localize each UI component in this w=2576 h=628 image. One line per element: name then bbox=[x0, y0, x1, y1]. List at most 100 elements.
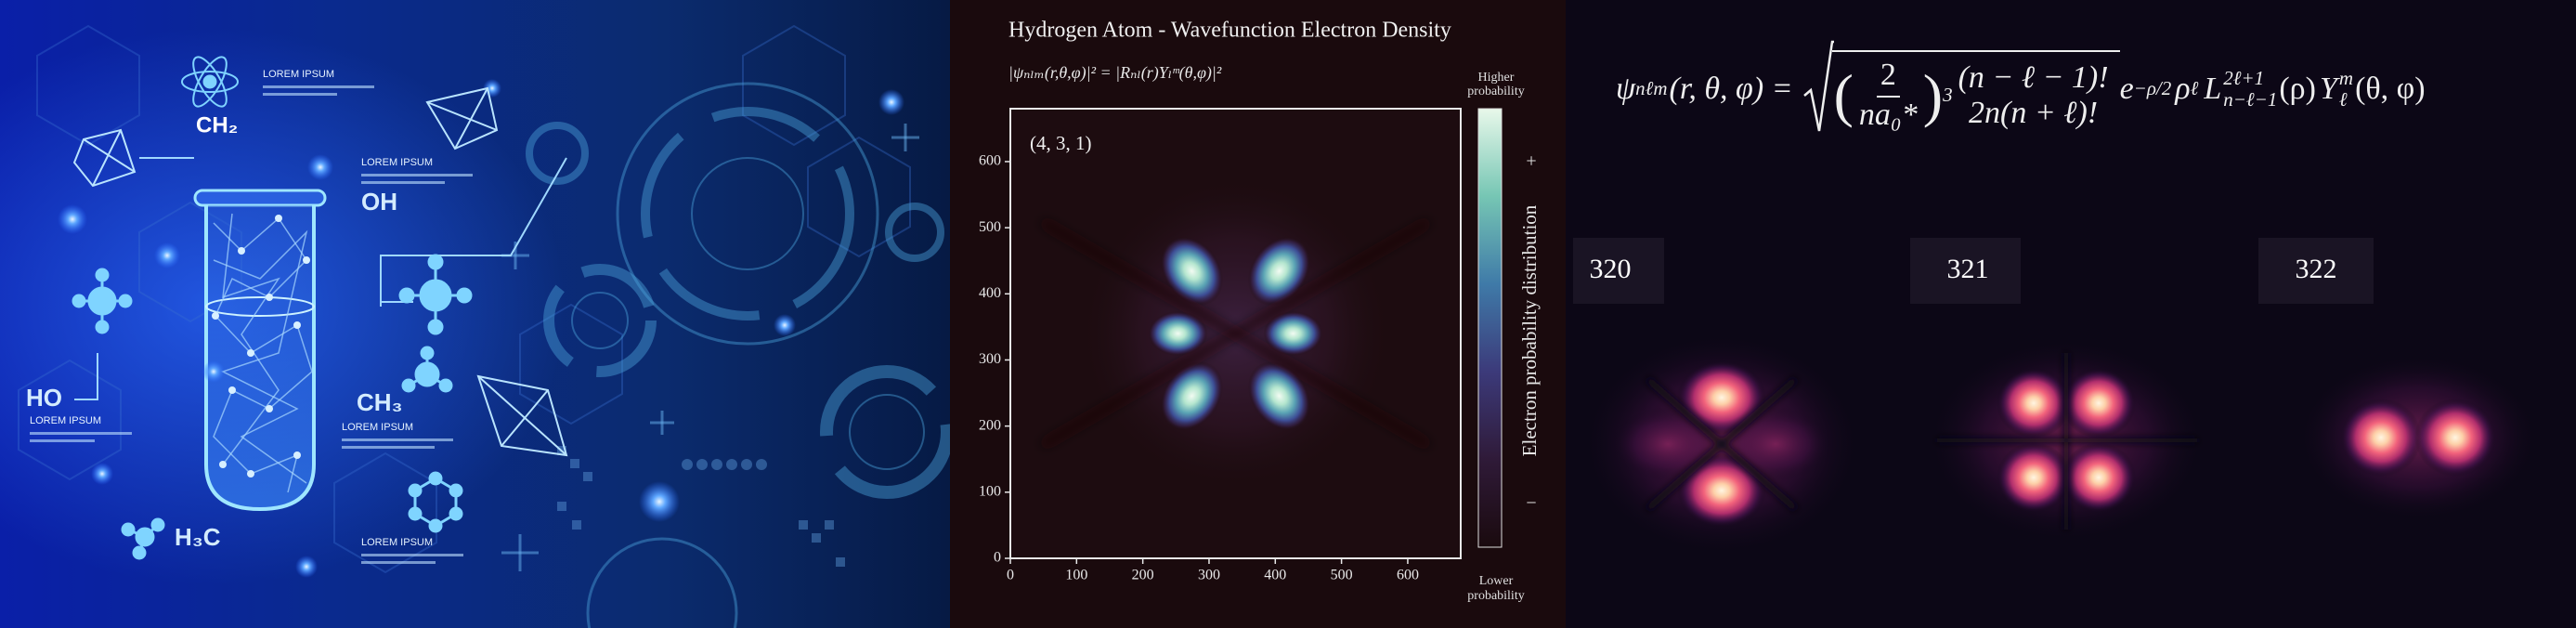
decor-circle bbox=[696, 459, 708, 470]
formula-part: nℓm bbox=[1635, 77, 1668, 99]
decor-circle bbox=[266, 405, 273, 412]
formula-part: ψ bbox=[1616, 71, 1636, 106]
decor-circle bbox=[449, 483, 463, 498]
decor-rect bbox=[361, 181, 445, 184]
label-box bbox=[2258, 238, 2374, 304]
density-lobe bbox=[1263, 311, 1323, 356]
decor-circle bbox=[456, 287, 473, 304]
x-tick-label: 400 bbox=[1264, 568, 1286, 583]
formula-part: −ρ/2 bbox=[2133, 77, 2172, 99]
y-tick-label: 200 bbox=[979, 417, 1001, 433]
orbital-label: 320 bbox=[1590, 254, 1632, 284]
decor-rect bbox=[583, 472, 592, 481]
decor-circle bbox=[408, 506, 423, 521]
formula-part: ρ bbox=[2175, 71, 2191, 106]
y-tick-label: 300 bbox=[979, 351, 1001, 367]
decor-circle bbox=[307, 154, 333, 180]
decor-line bbox=[477, 375, 567, 456]
caption: LOREM IPSUM bbox=[342, 422, 413, 433]
colorbar-top-label: probability bbox=[1467, 85, 1524, 98]
decor-rect bbox=[812, 533, 821, 543]
decor-line bbox=[83, 138, 136, 173]
y-tick-label: 500 bbox=[979, 219, 1001, 235]
paren: ) bbox=[1922, 61, 1944, 128]
label-box bbox=[1910, 238, 2021, 304]
decor-circle bbox=[849, 394, 925, 470]
decor-rect bbox=[570, 459, 579, 468]
decor-ellipse bbox=[192, 56, 228, 108]
decor-line bbox=[501, 389, 549, 447]
decor-line bbox=[426, 101, 498, 131]
density-chart: Hydrogen Atom - Wavefunction Electron De… bbox=[950, 0, 1566, 628]
decor-circle bbox=[154, 242, 180, 268]
decor-circle bbox=[820, 365, 950, 499]
formula-part: L bbox=[2204, 71, 2222, 106]
science-illustration: CH₂ OH HO CH₃ H₃C LOREM IPSUM LOREM IPSU… bbox=[0, 0, 950, 628]
decor-path bbox=[204, 205, 316, 512]
colorbar-minus: − bbox=[1526, 493, 1536, 514]
caption: LOREM IPSUM bbox=[30, 415, 101, 426]
decor-rect bbox=[342, 438, 453, 441]
decor-circle bbox=[726, 459, 737, 470]
decor-circle bbox=[428, 471, 443, 486]
formula-part: 2 bbox=[1876, 58, 1900, 98]
formula-part: 2ℓ+1 bbox=[2223, 67, 2265, 90]
y-tick-label: 400 bbox=[979, 285, 1001, 301]
decor-rect bbox=[825, 520, 834, 530]
density-lobe bbox=[1247, 236, 1311, 306]
decor-circle bbox=[87, 286, 117, 316]
decor-circle bbox=[150, 517, 165, 532]
decor-circle bbox=[202, 360, 225, 383]
decor-circle bbox=[58, 204, 87, 234]
colorbar-top-label: Higher bbox=[1478, 71, 1515, 85]
decor-ellipse bbox=[181, 71, 239, 93]
formula-part: (r, θ, φ) = bbox=[1669, 71, 1793, 106]
decor-circle bbox=[91, 463, 113, 485]
decor-polygon bbox=[18, 359, 122, 481]
decor-polyline bbox=[222, 213, 280, 465]
x-tick-label: 100 bbox=[1065, 568, 1087, 583]
formula-part: na₀* bbox=[1858, 98, 1918, 132]
orbital-label: 322 bbox=[2296, 254, 2337, 284]
decor-polyline bbox=[213, 229, 308, 484]
orbital-322 bbox=[2297, 354, 2539, 521]
decor-ellipse bbox=[1677, 360, 1766, 435]
decor-circle bbox=[293, 321, 301, 329]
decor-circle bbox=[219, 461, 227, 468]
decor-circle bbox=[414, 361, 440, 387]
decor-circle bbox=[132, 545, 147, 560]
formula-part: e bbox=[2119, 71, 2134, 106]
decor-g bbox=[1645, 376, 1799, 512]
decor-circle bbox=[295, 556, 318, 578]
wavefunction-formula: ψ nℓm (r, θ, φ) = ( 2 na₀* ) 3 (n − ℓ − 1)! 2… bbox=[1616, 35, 2426, 142]
formula-part: 2n(n + ℓ)! bbox=[1969, 95, 2099, 130]
decor-circle bbox=[878, 89, 904, 115]
decor-circle bbox=[682, 459, 693, 470]
decor-polygon bbox=[807, 136, 911, 258]
decor-rect bbox=[193, 189, 327, 207]
density-lobe bbox=[1148, 311, 1208, 356]
colorbar-label: Electron probability distribution bbox=[1518, 204, 1541, 456]
decor-rect bbox=[263, 85, 374, 88]
decor-line bbox=[454, 87, 488, 150]
x-tick-label: 600 bbox=[1397, 568, 1419, 583]
molecule-label: OH bbox=[361, 188, 397, 216]
decor-circle bbox=[756, 459, 767, 470]
decor-circle bbox=[212, 312, 219, 320]
label-box bbox=[1573, 238, 1664, 304]
decor-circle bbox=[526, 122, 589, 185]
decor-ellipse bbox=[2062, 368, 2136, 438]
test-tube bbox=[193, 189, 327, 512]
molecule-label: CH₃ bbox=[357, 388, 403, 416]
decor-circle bbox=[438, 378, 453, 393]
decor-ellipse bbox=[2340, 399, 2422, 477]
nodal-line bbox=[1041, 219, 1430, 448]
decor-polygon bbox=[742, 24, 846, 147]
orbital-label: 321 bbox=[1947, 254, 1989, 284]
decor-circle bbox=[543, 264, 657, 377]
decor-circle bbox=[420, 346, 435, 360]
x-tick-label: 300 bbox=[1198, 568, 1220, 583]
decor-circle bbox=[72, 294, 86, 308]
